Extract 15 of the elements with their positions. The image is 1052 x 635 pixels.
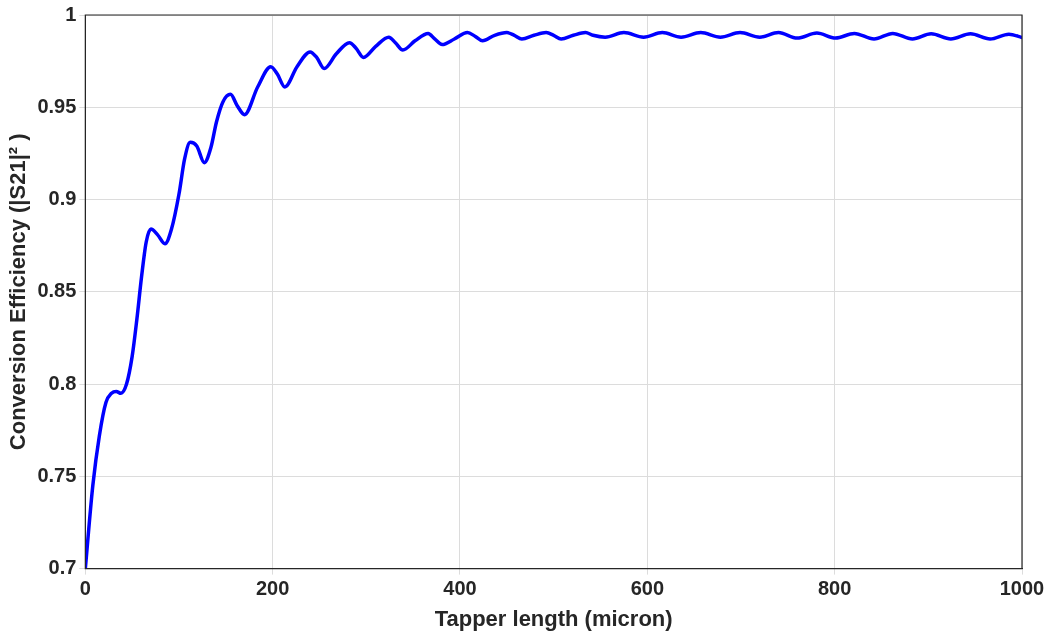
x-tick-label: 400 [443, 577, 477, 600]
x-tick-label: 0 [79, 577, 91, 600]
y-tick-label: 0.7 [48, 556, 77, 579]
x-tick-label: 800 [817, 577, 852, 600]
y-tick-label: 0.85 [37, 279, 77, 302]
y-tick-label: 0.95 [37, 94, 77, 117]
y-axis-title: Conversion Efficiency (|S21|² ) [5, 133, 31, 451]
x-tick-label: 600 [630, 577, 665, 600]
x-tick-label: 1000 [999, 577, 1045, 600]
x-axis-title: Tapper length (micron) [434, 605, 673, 631]
y-tick-label: 1 [65, 2, 77, 25]
y-tick-label: 0.8 [48, 371, 77, 394]
y-tick-label: 0.75 [37, 463, 77, 486]
x-tick-label: 200 [255, 577, 290, 600]
y-tick-label: 0.9 [48, 187, 77, 210]
